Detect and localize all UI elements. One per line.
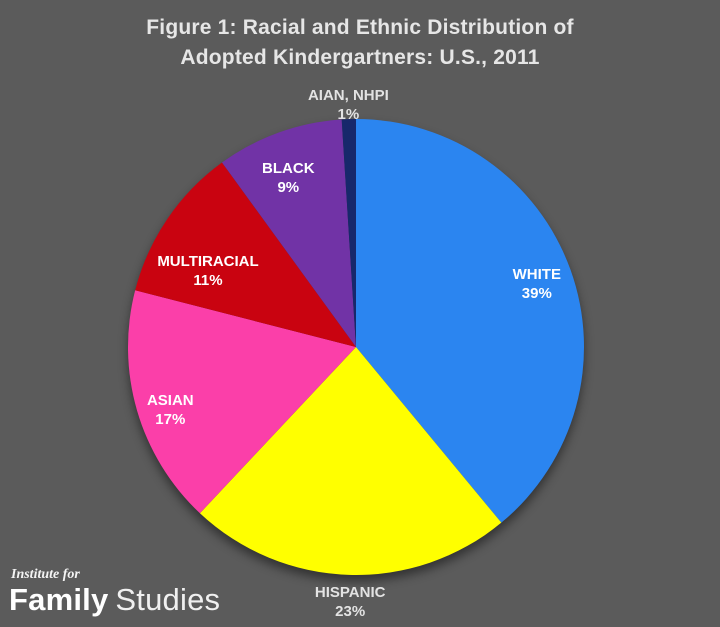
slice-label-white-name: WHITE [512, 265, 561, 283]
chart-title-line1: Figure 1: Racial and Ethnic Distribution… [146, 16, 574, 39]
pie-slice-multiracial [135, 162, 356, 347]
slice-label-white: WHITE 39% [513, 265, 561, 303]
chart-title-line2: Adopted Kindergartners: U.S., 2011 [180, 46, 540, 69]
slice-label-multiracial: MULTIRACIAL 11% [157, 252, 258, 290]
slice-label-black-name: BLACK [262, 159, 315, 177]
slice-label-hispanic-pct: 23% [335, 603, 366, 621]
pie-slice-black [221, 119, 356, 347]
slice-label-multiracial-name: MULTIRACIAL [157, 252, 259, 270]
slice-label-aian-nhpi-name: AIAN, NHPI [307, 87, 389, 105]
chart-title: Figure 1: Racial and Ethnic Distribution… [0, 13, 720, 73]
slice-label-multiracial-pct: 11% [193, 271, 223, 289]
slice-label-white-pct: 39% [521, 284, 552, 302]
pie-slice-asian [127, 290, 356, 514]
slice-label-hispanic: HISPANIC 23% [315, 583, 386, 621]
slice-label-asian-name: ASIAN [146, 391, 194, 409]
ifs-logo: Institute for Family Studies [9, 567, 220, 616]
pie-slice-aian-nhpi [341, 119, 356, 347]
slice-label-black-pct: 9% [277, 178, 300, 196]
ifs-logo-family-studies: Family Studies [9, 584, 220, 615]
slice-label-black: BLACK 9% [262, 159, 315, 197]
slice-label-aian-nhpi-pct: 1% [337, 106, 360, 124]
ifs-logo-institute-for: Institute for [11, 567, 80, 582]
ifs-logo-studies: Studies [115, 582, 221, 617]
slice-label-asian-pct: 17% [155, 410, 186, 428]
slice-label-hispanic-name: HISPANIC [314, 584, 386, 602]
ifs-logo-family: Family [9, 582, 109, 617]
pie-slice-hispanic [199, 347, 502, 575]
slice-label-aian-nhpi: AIAN, NHPI 1% [308, 86, 389, 124]
slice-label-asian: ASIAN 17% [147, 391, 194, 429]
pie-slice-white [356, 119, 585, 523]
